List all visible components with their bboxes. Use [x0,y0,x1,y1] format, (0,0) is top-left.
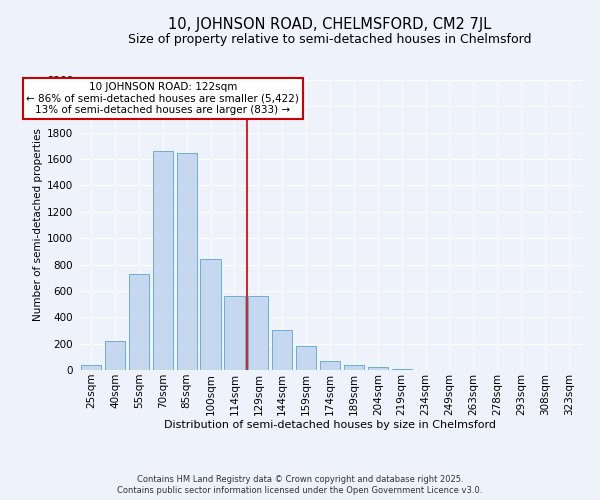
Bar [200,260,221,370]
Text: 10, JOHNSON ROAD, CHELMSFORD, CM2 7JL: 10, JOHNSON ROAD, CHELMSFORD, CM2 7JL [169,18,491,32]
Text: 10 JOHNSON ROAD: 122sqm
← 86% of semi-detached houses are smaller (5,422)
13% of: 10 JOHNSON ROAD: 122sqm ← 86% of semi-de… [26,82,299,115]
Bar [105,341,125,370]
Bar [224,296,245,370]
Bar [392,368,412,370]
Bar [248,296,268,370]
Bar [296,346,316,370]
Text: Size of property relative to semi-detached houses in Chelmsford: Size of property relative to semi-detach… [128,32,532,46]
X-axis label: Distribution of semi-detached houses by size in Chelmsford: Distribution of semi-detached houses by … [164,420,496,430]
Bar [320,361,340,370]
Bar [368,368,388,370]
Bar [81,364,101,370]
Bar [129,274,149,370]
Bar [152,150,173,370]
Y-axis label: Number of semi-detached properties: Number of semi-detached properties [33,128,43,322]
Bar [344,366,364,370]
Bar [272,330,292,370]
Bar [176,152,197,370]
Text: Contains public sector information licensed under the Open Government Licence v3: Contains public sector information licen… [118,486,482,495]
Text: Contains HM Land Registry data © Crown copyright and database right 2025.: Contains HM Land Registry data © Crown c… [137,475,463,484]
